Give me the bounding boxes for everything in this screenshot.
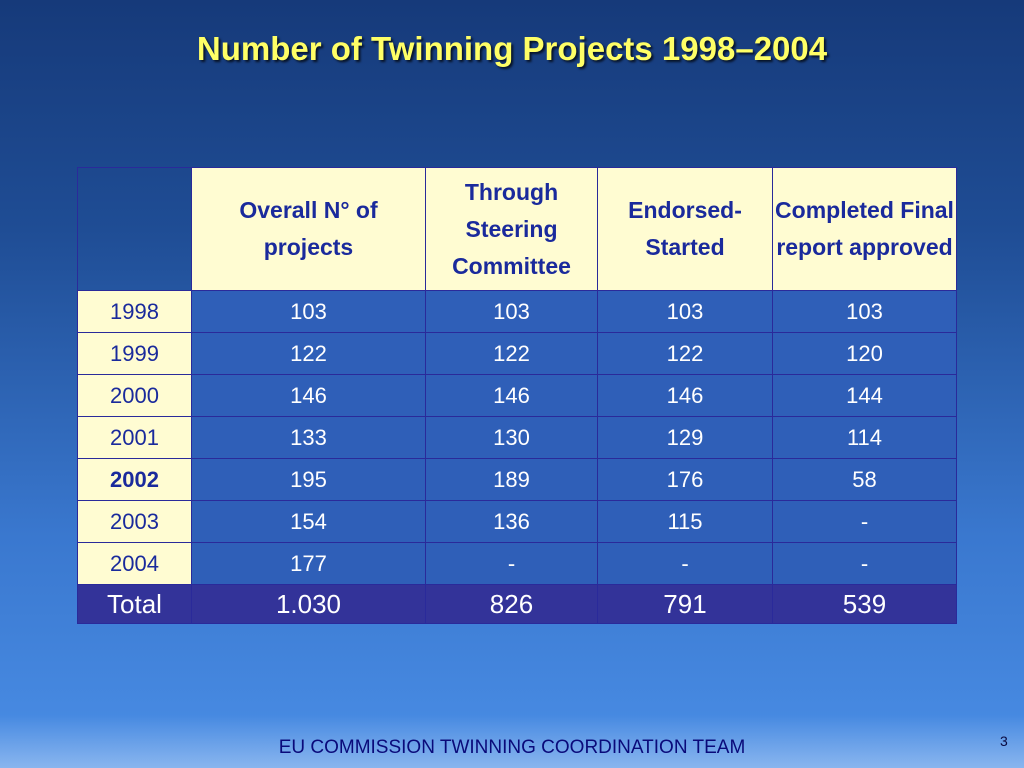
- cell-endorsed: 122: [597, 332, 773, 375]
- cell-endorsed: -: [597, 542, 773, 585]
- cell-steering: 146: [425, 374, 598, 417]
- header-through-steering-committee: Through Steering Committee: [425, 167, 598, 291]
- table-row: 2001 133 130 129 114: [77, 416, 957, 459]
- table-row: 2003 154 136 115 -: [77, 500, 957, 543]
- row-year: 2000: [77, 374, 192, 417]
- table-row: 1999 122 122 122 120: [77, 332, 957, 375]
- table-row: 2004 177 - - -: [77, 542, 957, 585]
- page-number: 3: [1000, 733, 1008, 749]
- cell-endorsed: 176: [597, 458, 773, 501]
- row-year: 2001: [77, 416, 192, 459]
- cell-completed: 58: [772, 458, 957, 501]
- row-year: 1998: [77, 290, 192, 333]
- cell-steering: 122: [425, 332, 598, 375]
- footer-band: [0, 715, 1024, 768]
- table-row: 2002 195 189 176 58: [77, 458, 957, 501]
- cell-completed: 120: [772, 332, 957, 375]
- cell-overall: 177: [191, 542, 426, 585]
- cell-endorsed: 115: [597, 500, 773, 543]
- cell-steering: -: [425, 542, 598, 585]
- cell-completed: 114: [772, 416, 957, 459]
- row-year: 2004: [77, 542, 192, 585]
- cell-endorsed: 129: [597, 416, 773, 459]
- header-overall-projects: Overall N° of projects: [191, 167, 426, 291]
- slide-title: Number of Twinning Projects 1998–2004: [196, 30, 828, 67]
- header-completed-final-report: Completed Final report approved: [772, 167, 957, 291]
- table-row: 1998 103 103 103 103: [77, 290, 957, 333]
- cell-completed: -: [772, 542, 957, 585]
- cell-overall: 133: [191, 416, 426, 459]
- cell-steering: 103: [425, 290, 598, 333]
- table-header-row: Overall N° of projects Through Steering …: [77, 167, 957, 291]
- footer-text: EU COMMISSION TWINNING COORDINATION TEAM: [278, 737, 746, 758]
- cell-steering: 136: [425, 500, 598, 543]
- cell-overall: 154: [191, 500, 426, 543]
- twinning-projects-table: Overall N° of projects Through Steering …: [77, 167, 957, 624]
- total-endorsed: 791: [597, 584, 773, 624]
- cell-completed: 144: [772, 374, 957, 417]
- total-steering: 826: [425, 584, 598, 624]
- cell-overall: 122: [191, 332, 426, 375]
- cell-endorsed: 146: [597, 374, 773, 417]
- total-label: Total: [77, 584, 192, 624]
- row-year: 2002: [77, 458, 192, 501]
- total-completed: 539: [772, 584, 957, 624]
- table-row: 2000 146 146 146 144: [77, 374, 957, 417]
- table-corner-cell: [77, 167, 192, 291]
- cell-steering: 189: [425, 458, 598, 501]
- header-endorsed-started: Endorsed-Started: [597, 167, 773, 291]
- cell-completed: -: [772, 500, 957, 543]
- row-year: 2003: [77, 500, 192, 543]
- cell-overall: 103: [191, 290, 426, 333]
- cell-overall: 146: [191, 374, 426, 417]
- cell-completed: 103: [772, 290, 957, 333]
- row-year: 1999: [77, 332, 192, 375]
- total-row: Total 1.030 826 791 539: [77, 584, 957, 624]
- cell-endorsed: 103: [597, 290, 773, 333]
- total-overall: 1.030: [191, 584, 426, 624]
- cell-overall: 195: [191, 458, 426, 501]
- cell-steering: 130: [425, 416, 598, 459]
